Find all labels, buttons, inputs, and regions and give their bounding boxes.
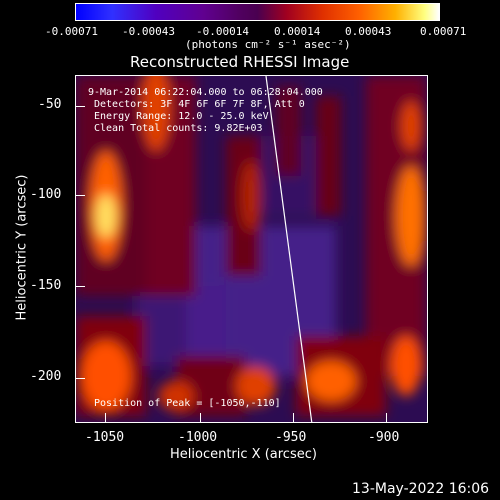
rhessi-image: 9-Mar-2014 06:22:04.000 to 06:28:04.000 … [75, 75, 428, 423]
clean-annotation: Clean Total counts: 9.82E+03 [94, 123, 263, 134]
y-tick-mark [75, 106, 85, 107]
energy-annotation: Energy Range: 12.0 - 25.0 keV [94, 111, 269, 122]
y-tick-label: -50 [38, 97, 62, 112]
x-tick-mark [200, 413, 201, 423]
y-tick-mark [75, 195, 85, 196]
colorbar [75, 3, 440, 21]
x-tick-mark [293, 413, 294, 423]
y-tick-mark [75, 286, 85, 287]
y-tick-label: -100 [30, 187, 62, 202]
detectors-annotation: Detectors: 3F 4F 6F 6F 7F 8F, Att 0 [94, 99, 305, 110]
image-canvas [76, 76, 427, 422]
x-tick-label: -950 [275, 430, 307, 445]
colorbar-tick: -0.00043 [122, 25, 175, 38]
x-tick-mark [386, 413, 387, 423]
x-tick-label: -1050 [85, 430, 125, 445]
x-tick-label: -1000 [178, 430, 218, 445]
y-tick-label: -200 [30, 369, 62, 384]
colorbar-tick: -0.00014 [196, 25, 249, 38]
colorbar-units: (photons cm⁻² s⁻¹ asec⁻²) [185, 38, 351, 51]
x-axis-title: Heliocentric X (arcsec) [170, 447, 317, 462]
colorbar-tick: 0.00071 [420, 25, 467, 38]
colorbar-tick: 0.00043 [345, 25, 392, 38]
x-tick-mark [105, 413, 106, 423]
y-axis-title: Heliocentric Y (arcsec) [14, 174, 30, 321]
x-tick-label: -900 [368, 430, 400, 445]
peak-annotation: Position of Peak = [-1050,-110] [94, 398, 281, 409]
colorbar-tick: 0.00014 [274, 25, 321, 38]
colorbar-tick: -0.00071 [45, 25, 98, 38]
y-tick-mark [75, 378, 85, 379]
y-tick-label: -150 [30, 278, 62, 293]
footer-date: 13-May-2022 16:06 [352, 481, 490, 497]
plot-title: Reconstructed RHESSI Image [130, 53, 350, 71]
time-range-annotation: 9-Mar-2014 06:22:04.000 to 06:28:04.000 [88, 87, 323, 98]
